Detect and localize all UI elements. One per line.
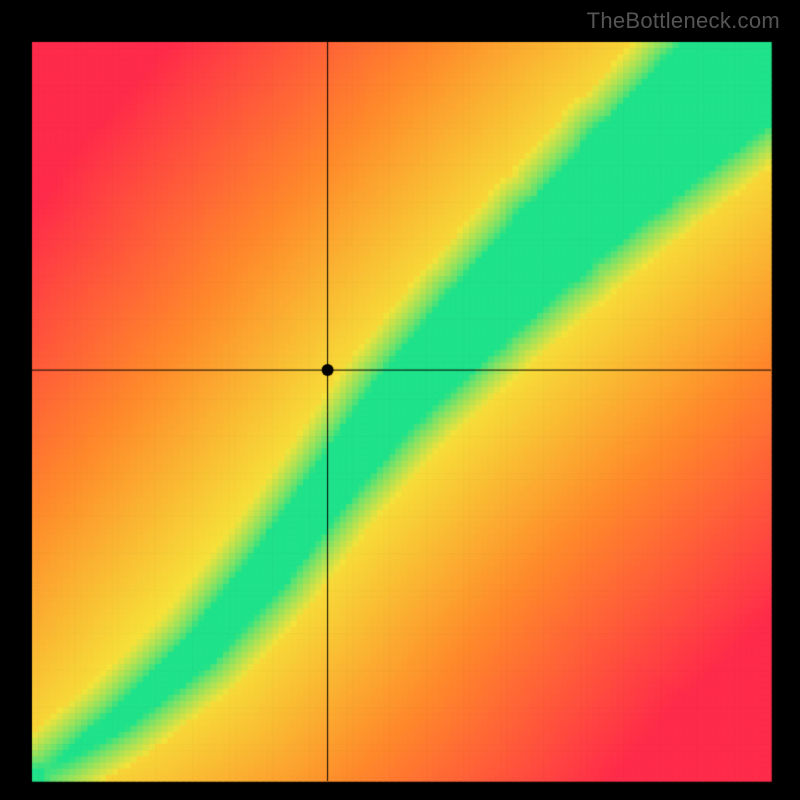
chart-container: TheBottleneck.com — [0, 0, 800, 800]
heatmap-canvas — [0, 0, 800, 800]
watermark-text: TheBottleneck.com — [587, 8, 780, 34]
